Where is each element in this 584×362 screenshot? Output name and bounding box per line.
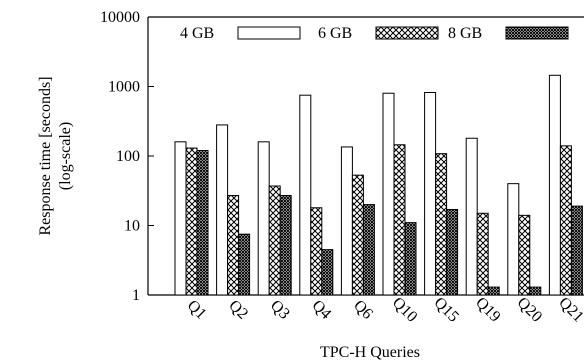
bar-q3-4gb [257, 141, 270, 296]
bar-q15-4gb [424, 91, 437, 296]
legend-label-4gb: 4 GB [180, 25, 214, 42]
bar-q6-4gb [340, 146, 353, 296]
y-axis-title-line2: (log-scale) [57, 122, 74, 190]
y-tick-label: 100 [116, 148, 140, 165]
bar-q3-6gb [268, 185, 281, 296]
bar-q6-8gb [362, 204, 375, 296]
x-tick-label: Q20 [514, 294, 546, 326]
bars [174, 74, 583, 296]
legend-label-8gb: 8 GB [448, 25, 482, 42]
bar-q21-4gb [548, 74, 561, 296]
bar-q4-6gb [310, 207, 323, 296]
x-tick-label: Q1 [184, 297, 210, 323]
bar-q19-4gb [465, 137, 478, 296]
bar-q10-6gb [393, 144, 406, 296]
bar-q4-4gb [299, 94, 312, 296]
bar-q19-8gb [487, 286, 500, 296]
bar-q15-8gb [446, 208, 459, 296]
bar-q21-6gb [559, 145, 572, 296]
bar-q21-8gb [570, 205, 583, 296]
bar-q6-6gb [351, 174, 364, 296]
x-tick-label: Q4 [309, 297, 335, 323]
y-tick-label: 1 [132, 287, 140, 304]
bar-q1-8gb [196, 149, 209, 296]
x-tick-label: Q15 [431, 294, 463, 326]
bar-q4-8gb [321, 249, 334, 296]
bar-q2-8gb [238, 233, 251, 296]
bar-q19-6gb [476, 212, 489, 296]
bar-q2-6gb [227, 195, 240, 296]
bar-q3-8gb [279, 195, 292, 296]
y-tick-label: 10000 [100, 9, 140, 26]
x-tick-label: Q19 [472, 294, 504, 326]
x-tick-labels: Q1 Q2 Q3 Q4 Q6 Q10 Q15 Q19 Q20 Q21 [184, 294, 584, 326]
bar-q10-8gb [404, 222, 417, 296]
legend-label-6gb: 6 GB [318, 25, 352, 42]
y-tick-label: 1000 [108, 79, 140, 96]
legend-swatch-6gb [375, 26, 439, 40]
bar-q10-4gb [382, 92, 395, 296]
y-ticks: 1 10 100 1000 10000 [100, 9, 154, 304]
bar-q1-4gb [174, 141, 187, 296]
bar-q2-4gb [216, 124, 229, 296]
legend-swatch-8gb [505, 26, 569, 40]
bar-q15-6gb [435, 153, 448, 296]
y-tick-label: 10 [124, 218, 140, 235]
x-axis-title: TPC-H Queries [320, 344, 420, 361]
legend-swatch-4gb [237, 26, 301, 40]
x-tick-label: Q2 [225, 297, 251, 323]
legend: 4 GB 6 GB 8 GB [180, 25, 569, 42]
x-tick-label: Q10 [389, 294, 421, 326]
bar-q20-6gb [518, 214, 531, 296]
x-tick-label: Q6 [350, 297, 376, 323]
bar-q1-6gb [185, 147, 198, 296]
x-tick-label: Q3 [267, 297, 293, 323]
bar-q20-4gb [507, 183, 520, 296]
x-tick-label: Q21 [555, 294, 584, 326]
y-axis-title-line1: Response time [seconds] [37, 76, 54, 235]
bar-q20-8gb [529, 286, 542, 296]
